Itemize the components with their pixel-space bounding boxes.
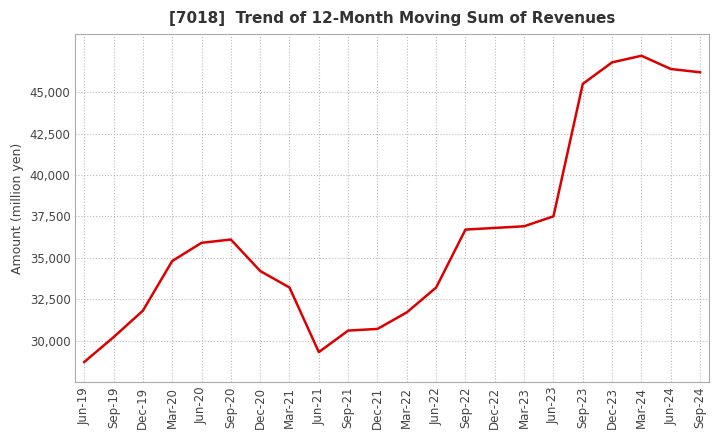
Y-axis label: Amount (million yen): Amount (million yen) (11, 143, 24, 274)
Title: [7018]  Trend of 12-Month Moving Sum of Revenues: [7018] Trend of 12-Month Moving Sum of R… (169, 11, 616, 26)
